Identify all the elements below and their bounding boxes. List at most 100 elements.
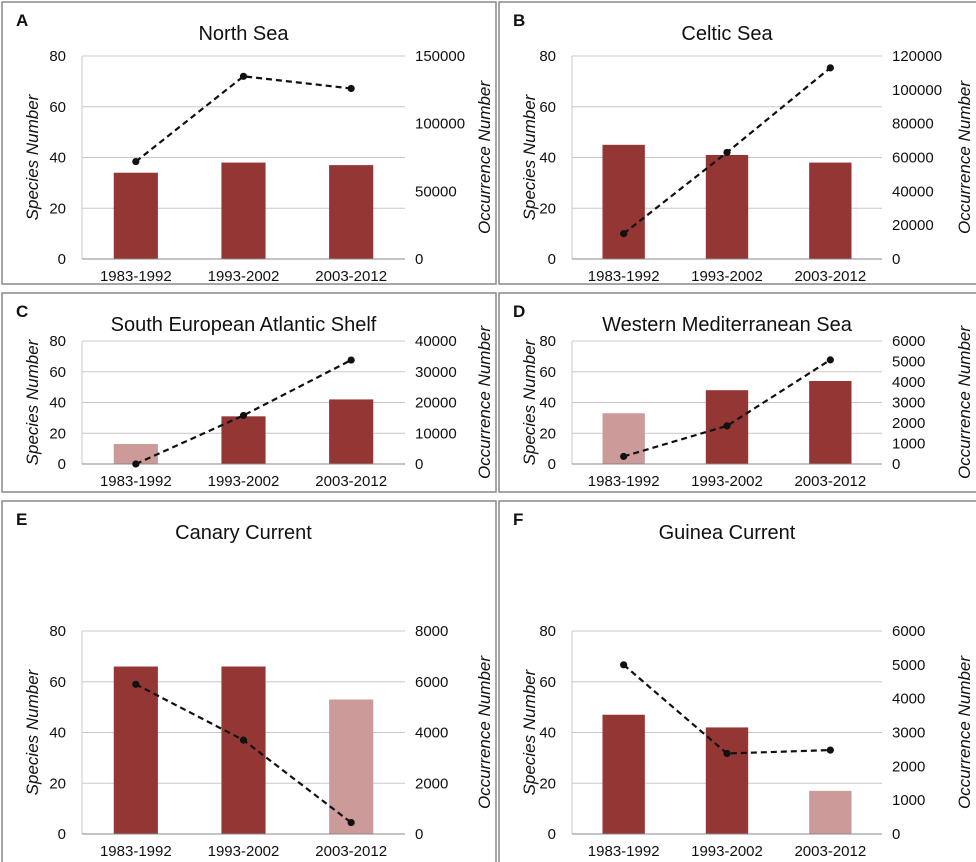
y-tick-label: 40 bbox=[539, 725, 556, 742]
bar-1983-1992 bbox=[113, 666, 158, 834]
bar-1993-2002 bbox=[705, 154, 749, 259]
chart-title: Western Mediterranean Sea bbox=[602, 314, 853, 336]
y-tick-label: 20 bbox=[539, 425, 556, 442]
y-tick-label: 80 bbox=[49, 48, 66, 65]
y2-tick-label: 0 bbox=[415, 826, 423, 843]
occurrence-point bbox=[620, 230, 628, 238]
y-tick-label: 40 bbox=[539, 395, 556, 412]
y-tick-label: 20 bbox=[49, 775, 66, 792]
chart-title: South European Atlantic Shelf bbox=[111, 314, 377, 336]
y-tick-label: 80 bbox=[49, 333, 66, 350]
chart-title: Canary Current bbox=[175, 522, 312, 544]
chart-panel-a: A North Sea 0 20 40 60 80 0 50000 100000 150000 Spe… bbox=[1, 1, 497, 285]
y2-tick-label: 8000 bbox=[415, 623, 448, 640]
y-tick-label: 80 bbox=[539, 333, 556, 350]
x-tick-label: 1983-1992 bbox=[100, 843, 172, 860]
occurrence-point bbox=[239, 736, 248, 744]
y-tick-label: 40 bbox=[49, 725, 66, 742]
y-tick-label: 40 bbox=[49, 150, 66, 167]
occurrence-point bbox=[723, 148, 731, 157]
y2-tick-label: 3000 bbox=[892, 725, 925, 742]
y-tick-label: 20 bbox=[539, 775, 556, 792]
y-tick-label: 0 bbox=[548, 251, 556, 268]
bar-1983-1992 bbox=[602, 714, 645, 834]
y2-axis-label: Occurrence Number bbox=[955, 655, 974, 809]
y-tick-label: 60 bbox=[539, 99, 556, 116]
occurrence-point bbox=[723, 749, 731, 758]
y-tick-label: 40 bbox=[49, 395, 66, 412]
y2-tick-label: 20000 bbox=[892, 217, 934, 234]
y2-tick-label: 5000 bbox=[892, 657, 925, 674]
x-tick-label: 2003-2012 bbox=[315, 268, 387, 285]
y-tick-label: 60 bbox=[539, 674, 556, 691]
y2-tick-label: 0 bbox=[892, 826, 900, 843]
y2-tick-label: 4000 bbox=[892, 691, 925, 708]
bar-2003-2012 bbox=[809, 162, 852, 259]
panel-letter: D bbox=[513, 302, 525, 321]
occurrence-line bbox=[622, 663, 831, 755]
y-axis-label: Species Number bbox=[520, 668, 539, 795]
occurrence-point bbox=[132, 680, 140, 688]
y2-tick-label: 6000 bbox=[892, 623, 925, 640]
bar-2003-2012 bbox=[329, 399, 374, 464]
x-tick-label: 2003-2012 bbox=[315, 843, 387, 860]
chart-panel-f: F Guinea Current 0 20 40 60 80 0 1000 2000 3000 400… bbox=[498, 500, 976, 862]
x-tick-label: 1983-1992 bbox=[588, 843, 660, 860]
y2-tick-label: 40000 bbox=[415, 333, 457, 350]
occurrence-point bbox=[826, 64, 834, 72]
y2-tick-label: 6000 bbox=[415, 674, 448, 691]
y-axis-label: Species Number bbox=[23, 668, 42, 795]
occurrence-line bbox=[623, 358, 831, 458]
chart-panel-d: D Western Mediterranean Sea 0 20 40 60 80 0 1000… bbox=[498, 292, 976, 493]
bar-1993-2002 bbox=[221, 666, 266, 834]
occurrence-point bbox=[239, 411, 248, 420]
y2-tick-label: 0 bbox=[415, 456, 423, 473]
bar-2003-2012 bbox=[809, 790, 852, 834]
chart-panel-e: E Canary Current 0 20 40 60 80 0 2000 4000 6000 800… bbox=[1, 500, 497, 862]
chart-title: North Sea bbox=[198, 23, 289, 45]
y-tick-label: 60 bbox=[49, 674, 66, 691]
y-tick-label: 0 bbox=[58, 456, 66, 473]
occurrence-point bbox=[347, 818, 355, 827]
x-tick-label: 1993-2002 bbox=[208, 268, 280, 285]
occurrence-point bbox=[620, 661, 628, 669]
x-tick-label: 2003-2012 bbox=[794, 473, 866, 490]
y2-tick-label: 120000 bbox=[892, 48, 942, 65]
bar-2003-2012 bbox=[329, 165, 374, 259]
chart-title: Celtic Sea bbox=[681, 23, 773, 45]
y2-tick-label: 100000 bbox=[415, 116, 465, 133]
y-axis-label: Species Number bbox=[23, 338, 42, 465]
y-tick-label: 20 bbox=[539, 200, 556, 217]
x-tick-label: 1983-1992 bbox=[588, 268, 660, 285]
y2-tick-label: 20000 bbox=[415, 395, 457, 412]
x-tick-label: 1993-2002 bbox=[208, 473, 280, 490]
x-tick-label: 1993-2002 bbox=[691, 843, 763, 860]
panel-letter: E bbox=[16, 510, 27, 529]
x-tick-label: 1993-2002 bbox=[691, 268, 763, 285]
y2-tick-label: 4000 bbox=[415, 725, 448, 742]
chart-panel-b: B Celtic Sea 0 20 40 60 80 0 20000 40000 60000 8000… bbox=[498, 1, 976, 285]
y2-tick-label: 6000 bbox=[892, 333, 925, 350]
x-tick-label: 1983-1992 bbox=[100, 268, 172, 285]
y-tick-label: 20 bbox=[49, 425, 66, 442]
y-tick-label: 60 bbox=[49, 364, 66, 381]
y2-tick-label: 0 bbox=[415, 251, 423, 268]
bar-2003-2012 bbox=[329, 699, 374, 834]
occurrence-line bbox=[135, 75, 352, 163]
x-tick-label: 2003-2012 bbox=[794, 268, 866, 285]
y-tick-label: 80 bbox=[49, 623, 66, 640]
y2-tick-label: 40000 bbox=[892, 183, 934, 200]
occurrence-point bbox=[132, 157, 140, 166]
y2-tick-label: 1000 bbox=[892, 436, 925, 453]
y2-tick-label: 0 bbox=[892, 456, 900, 473]
y2-axis-label: Occurrence Number bbox=[955, 80, 974, 234]
panel-letter: B bbox=[513, 11, 525, 30]
x-tick-label: 1983-1992 bbox=[100, 473, 172, 490]
bar-1983-1992 bbox=[602, 144, 645, 259]
y2-axis-label: Occurrence Number bbox=[475, 655, 494, 809]
y-tick-label: 60 bbox=[539, 364, 556, 381]
y2-tick-label: 10000 bbox=[415, 425, 457, 442]
bar-1993-2002 bbox=[221, 162, 266, 259]
chart-panel-c: C South European Atlantic Shelf 0 20 40 60 80 0… bbox=[1, 292, 497, 493]
